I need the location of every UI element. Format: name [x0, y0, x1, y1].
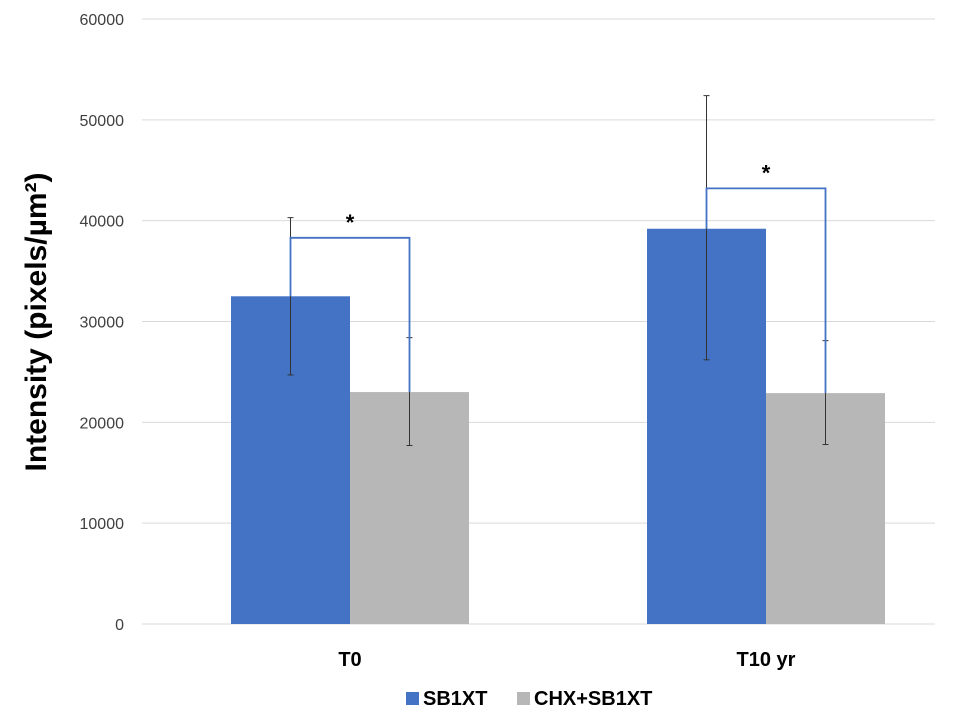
- y-tick-label: 50000: [80, 113, 125, 130]
- x-category-label: T10 yr: [737, 649, 796, 671]
- y-axis-label: Intensity (pixels/µm²): [20, 172, 53, 471]
- legend-label: CHX+SB1XT: [534, 688, 652, 710]
- y-tick-label: 0: [115, 617, 124, 634]
- significance-brackets: **: [289, 160, 827, 394]
- legend-label: SB1XT: [423, 688, 487, 710]
- significance-bracket: [705, 187, 827, 394]
- x-axis-categories: T0 T10 yr: [338, 649, 795, 671]
- y-tick-label: 30000: [80, 315, 125, 332]
- y-tick-label: 40000: [80, 214, 125, 231]
- significance-bracket: [289, 236, 411, 393]
- y-tick-label: 60000: [80, 12, 125, 29]
- significance-marker: *: [346, 210, 355, 235]
- legend-swatch: [406, 692, 419, 705]
- legend-swatch: [517, 692, 530, 705]
- legend: SB1XT CHX+SB1XT: [406, 688, 652, 710]
- bars: [231, 228, 885, 624]
- y-tick-label: 20000: [80, 415, 125, 432]
- x-category-label: T0: [338, 649, 361, 671]
- y-axis-ticks: 0 10000 20000 30000 40000 50000 60000: [80, 12, 125, 634]
- y-tick-label: 10000: [80, 516, 125, 533]
- significance-marker: *: [762, 160, 771, 185]
